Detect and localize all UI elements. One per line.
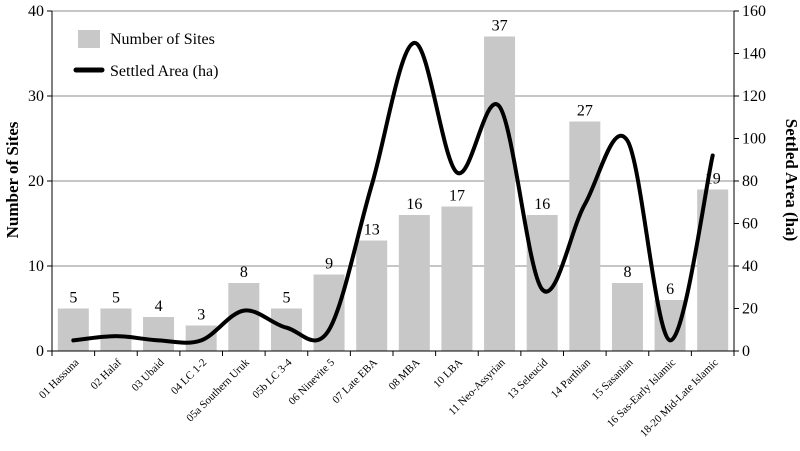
left-tick-label: 10 [28, 258, 44, 275]
left-tick-label: 30 [28, 88, 44, 105]
right-tick-label: 140 [742, 46, 766, 63]
grid-lines [52, 10, 734, 267]
category-label: 06 Ninevite 5 [286, 356, 337, 407]
bar-value-label: 5 [112, 290, 120, 307]
settled-area-line [71, 40, 715, 345]
right-tick-label: 100 [742, 131, 766, 148]
bar-value-label: 16 [406, 196, 422, 213]
bar [526, 215, 558, 351]
category-label: 07 Late EBA [330, 357, 380, 407]
legend-bar-swatch [78, 30, 100, 48]
right-axis-title: Settled Area (ha) [782, 119, 800, 241]
legend: Number of Sites Settled Area (ha) [73, 30, 218, 80]
left-axis-title: Number of Sites [3, 121, 22, 238]
bar [143, 317, 175, 351]
right-tick-label: 0 [742, 343, 750, 360]
bar [100, 308, 132, 351]
left-axis-ticks: 0 10 20 30 40 [28, 3, 52, 360]
right-tick-label: 120 [742, 88, 766, 105]
category-label: 08 MBA [387, 357, 423, 393]
category-label: 04 LC 1-2 [169, 357, 209, 397]
bar [441, 206, 473, 351]
right-tick-label: 60 [742, 216, 758, 233]
bar [270, 308, 302, 351]
category-label: 05b LC 3-4 [250, 356, 295, 401]
bar [484, 36, 516, 351]
bar [356, 240, 388, 351]
left-tick-label: 0 [36, 343, 44, 360]
category-label: 01 Hassuna [37, 357, 82, 402]
left-tick-label: 40 [28, 3, 44, 20]
bar [611, 283, 643, 351]
right-tick-label: 160 [742, 3, 766, 20]
category-label: 02 Halaf [89, 356, 125, 392]
category-label: 18-20 Mid-Late Islamic [638, 357, 721, 440]
right-tick-label: 80 [742, 173, 758, 190]
category-label: 03 Ubaid [129, 356, 167, 394]
bar-value-label: 37 [492, 18, 508, 35]
line-series [71, 40, 715, 345]
bar-value-label: 6 [666, 281, 674, 298]
legend-line-label: Settled Area (ha) [110, 63, 218, 80]
bar [569, 121, 601, 351]
bar-value-label: 27 [577, 103, 593, 120]
category-label: 15 Sasanian [590, 356, 636, 402]
bar-value-label: 3 [197, 307, 205, 324]
right-tick-label: 20 [742, 301, 758, 318]
right-axis-ticks: 0 20 40 60 80 100 120 140 160 [734, 3, 766, 360]
bar-value-label: 8 [240, 264, 248, 281]
bar [398, 215, 430, 351]
bar-value-label: 9 [325, 256, 333, 273]
left-tick-label: 20 [28, 173, 44, 190]
bar-value-label: 8 [623, 264, 631, 281]
legend-bar-label: Number of Sites [110, 31, 215, 48]
category-label: 13 Seleucid [505, 356, 550, 401]
bar-value-label: 5 [69, 290, 77, 307]
category-label: 14 Parthian [549, 356, 593, 400]
bar-value-label: 4 [155, 298, 163, 315]
bar-value-label: 5 [282, 290, 290, 307]
right-tick-label: 40 [742, 258, 758, 275]
bar-value-label: 17 [449, 188, 465, 205]
bar-value-label: 13 [364, 222, 380, 239]
bar [57, 308, 89, 351]
bar-value-label: 16 [534, 196, 550, 213]
category-label: 10 LBA [431, 357, 465, 391]
